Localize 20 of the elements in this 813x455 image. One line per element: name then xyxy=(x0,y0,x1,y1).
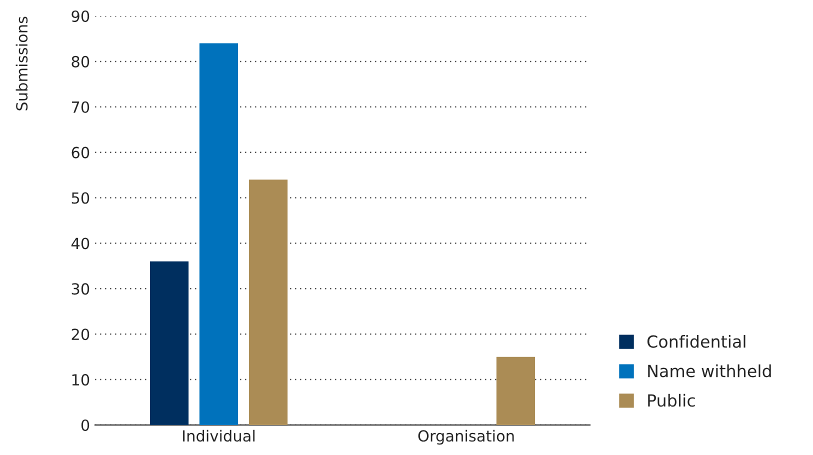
y-tick-label: 30 xyxy=(72,283,90,295)
y-tick-label: 70 xyxy=(72,101,90,113)
legend-label: Name withheld xyxy=(648,364,771,378)
y-tick-label: 90 xyxy=(72,10,90,22)
y-tick-label: 0 xyxy=(81,419,90,432)
bar xyxy=(150,261,189,425)
bar xyxy=(248,180,288,425)
y-tick-label: 40 xyxy=(71,238,90,250)
bar xyxy=(496,356,536,425)
y-tick-label: 20 xyxy=(72,328,90,340)
x-tick-label: Organisation xyxy=(418,430,514,445)
legend-label: Confidential xyxy=(647,334,746,348)
legend-label: Public xyxy=(648,394,695,407)
y-tick-label: 60 xyxy=(72,146,90,158)
y-tick-label: 10 xyxy=(72,374,90,386)
bar xyxy=(199,43,238,425)
y-axis-title: Submissions xyxy=(16,16,28,110)
x-tick-label: Individual xyxy=(183,430,255,442)
y-tick-label: 50 xyxy=(72,192,90,204)
y-tick-label: 80 xyxy=(72,56,90,68)
